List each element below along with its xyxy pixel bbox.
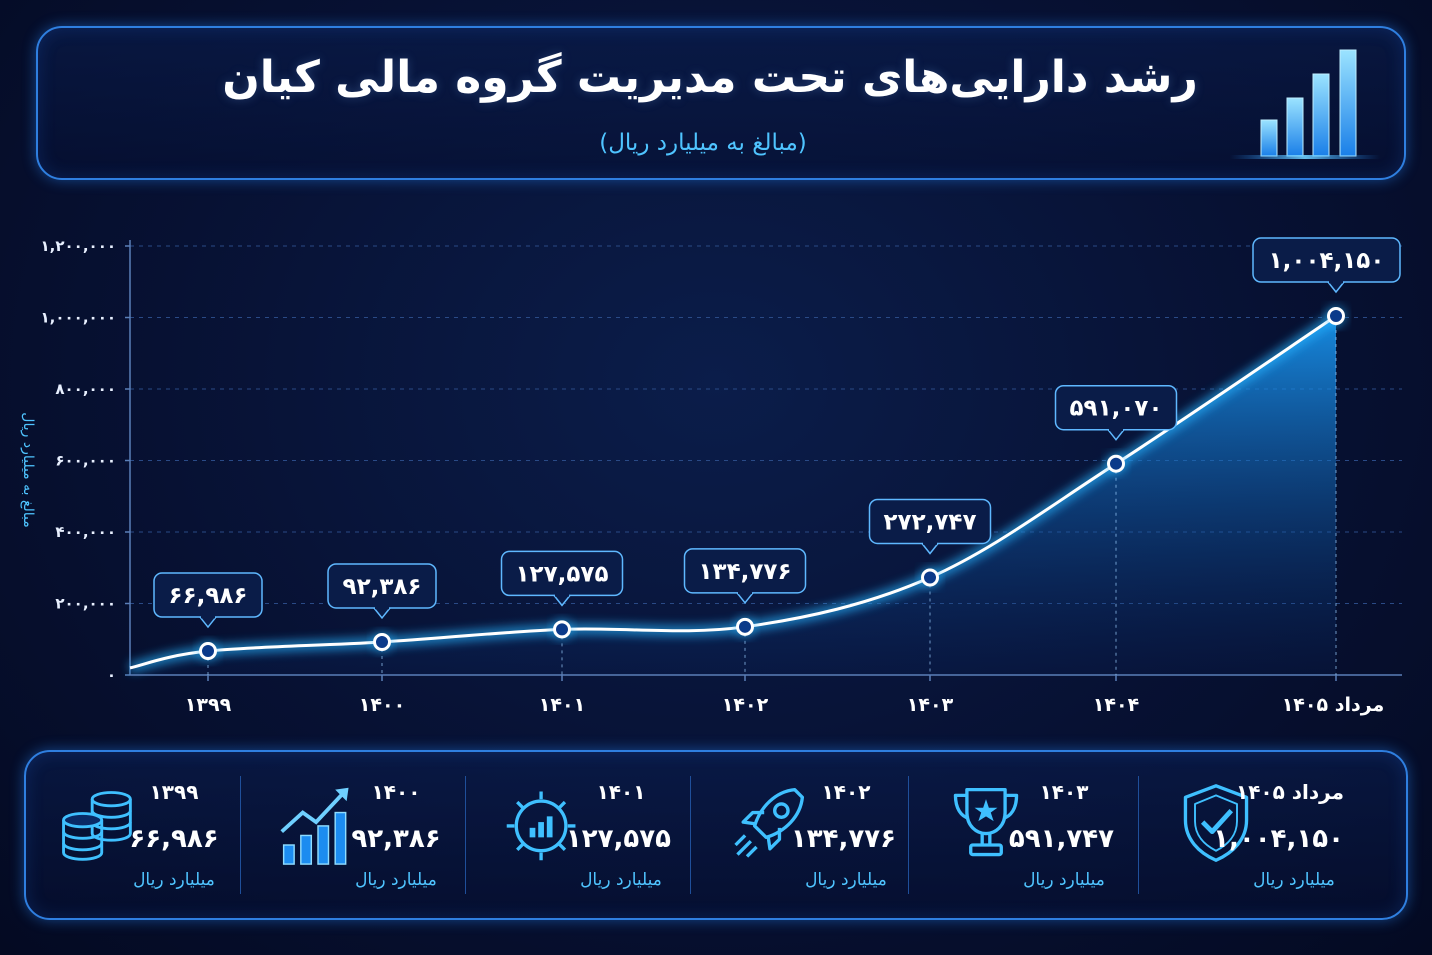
y-tick-label: ۴۰۰,۰۰۰ (55, 523, 116, 541)
x-tick-label: ۱۴۰۴ (1093, 694, 1139, 716)
callout-pointer (553, 594, 571, 607)
card-unit: میلیارد ریال (805, 870, 887, 890)
card-value: ۹۲,۳۸۶ (351, 824, 441, 854)
x-tick-label: ۱۴۰۰ (359, 694, 405, 716)
series-area (130, 316, 1336, 675)
card-unit: میلیارد ریال (133, 870, 215, 890)
summary-panel (24, 750, 1408, 920)
data-point (1107, 454, 1125, 473)
card-value: ۱۲۷,۵۷۵ (565, 824, 671, 854)
summary-card: ۱۴۰۰ ۹۲,۳۸۶ میلیارد ریال (250, 774, 476, 896)
callout-pointer (921, 543, 939, 555)
callout-pointer (736, 592, 754, 605)
data-point (373, 632, 391, 651)
card-year: ۱۴۰۰ (371, 780, 421, 804)
x-tick-label: ۱۳۹۹ (185, 694, 232, 716)
card-value: ۶۶,۹۸۶ (129, 824, 219, 854)
y-tick-label: ۸۰۰,۰۰۰ (55, 380, 116, 398)
shield-check-icon (1183, 784, 1249, 862)
callout-pointer (199, 616, 217, 629)
summary-card: ۱۴۰۲ ۱۳۴,۷۷۶ میلیارد ریال (700, 774, 926, 896)
y-axis-title: مبالغ به میلیارد ریال (20, 412, 36, 527)
summary-card: ۱۴۰۱ ۱۲۷,۵۷۵ میلیارد ریال (475, 774, 701, 896)
data-label: ۹۲,۳۸۶ (343, 574, 422, 600)
callout-pointer (373, 607, 391, 620)
x-tick-label: ۱۴۰۱ (539, 694, 585, 716)
callout-pointer (1107, 429, 1125, 441)
card-year: ۱۴۰۱ (596, 780, 646, 804)
card-divider (465, 776, 466, 894)
card-year: ۱۴۰۳ (1039, 780, 1089, 804)
trophy-icon (953, 787, 1019, 857)
line-chart: ۰ ۲۰۰,۰۰۰ ۴۰۰,۰۰۰ ۶۰۰,۰۰۰ ۸۰۰,۰۰۰ ۱,۰۰۰,۰۰۰ ۱,… (20, 237, 1402, 716)
data-label: ۲۷۲,۷۴۷ (884, 509, 977, 535)
coins-stack-icon (62, 791, 132, 861)
data-point (1327, 307, 1345, 326)
card-divider (240, 776, 241, 894)
x-tick-label: ۱۴۰۲ (722, 694, 769, 716)
gear-chart-icon (506, 791, 576, 861)
x-tick-label: مرداد ۱۴۰۵ (1282, 694, 1385, 716)
y-tick-label: ۰ (107, 666, 116, 684)
data-label: ۱,۰۰۴,۱۵۰ (1269, 248, 1385, 274)
card-value: ۱,۰۰۴,۱۵۰ (1213, 824, 1344, 854)
data-label: ۵۹۱,۰۷۰ (1070, 396, 1163, 422)
data-label: ۱۲۷,۵۷۵ (516, 561, 609, 587)
data-point (736, 617, 754, 636)
y-tick-label: ۱,۲۰۰,۰۰۰ (41, 237, 116, 255)
summary-card: مرداد ۱۴۰۵ ۱,۰۰۴,۱۵۰ میلیارد ریال (1148, 774, 1374, 896)
card-year: ۱۴۰۲ (821, 780, 871, 804)
data-point (199, 642, 217, 661)
x-tick-label: ۱۴۰۳ (907, 694, 954, 716)
summary-card: ۱۴۰۳ ۵۹۱,۷۴۷ میلیارد ریال (918, 774, 1144, 896)
y-tick-label: ۶۰۰,۰۰۰ (55, 452, 116, 470)
y-tick-label: ۲۰۰,۰۰۰ (55, 595, 116, 613)
card-divider (1138, 776, 1139, 894)
card-unit: میلیارد ریال (1253, 870, 1335, 890)
data-point (921, 568, 939, 587)
card-year: ۱۳۹۹ (149, 780, 199, 804)
card-value: ۱۳۴,۷۷۶ (790, 824, 896, 854)
growth-chart-icon (280, 787, 349, 865)
data-label: ۶۶,۹۸۶ (169, 583, 248, 609)
y-tick-label: ۱,۰۰۰,۰۰۰ (41, 309, 116, 327)
data-point (553, 620, 571, 639)
card-unit: میلیارد ریال (355, 870, 437, 890)
card-unit: میلیارد ریال (1023, 870, 1105, 890)
card-divider (908, 776, 909, 894)
header-panel (36, 26, 1406, 180)
callout-pointer (1327, 281, 1345, 294)
card-divider (690, 776, 691, 894)
card-value: ۵۹۱,۷۴۷ (1008, 824, 1114, 854)
summary-card: ۱۳۹۹ ۶۶,۹۸۶ میلیارد ریال (28, 774, 254, 896)
card-unit: میلیارد ریال (580, 870, 662, 890)
bar-chart-icon (1230, 49, 1380, 159)
page-title: رشد دارایی‌های تحت مدیریت گروه مالی کیان (222, 52, 1198, 103)
callout-box (1252, 237, 1401, 283)
page-subtitle: (مبالغ به میلیارد ریال) (599, 130, 807, 156)
card-year: مرداد ۱۴۰۵ (1236, 780, 1344, 804)
data-label: ۱۳۴,۷۷۶ (699, 559, 792, 585)
rocket-icon (734, 787, 805, 858)
